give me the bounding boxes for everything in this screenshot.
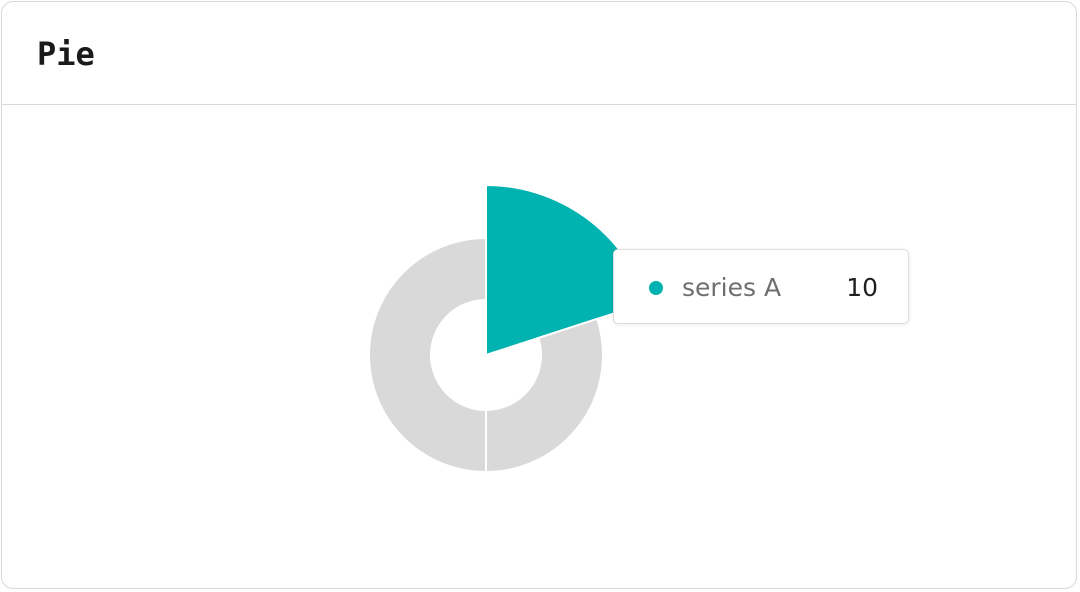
pie-slice-3[interactable] — [368, 236, 487, 474]
pie-slice-2[interactable] — [485, 317, 604, 474]
pie-slices — [368, 183, 649, 474]
card-title: Pie — [37, 35, 95, 73]
tooltip-series-value: 10 — [846, 273, 878, 302]
chart-tooltip: series A 10 — [613, 249, 909, 324]
card-header: Pie — [2, 2, 1076, 105]
tooltip-series-name: series A — [682, 273, 782, 302]
series-color-dot — [649, 281, 663, 295]
